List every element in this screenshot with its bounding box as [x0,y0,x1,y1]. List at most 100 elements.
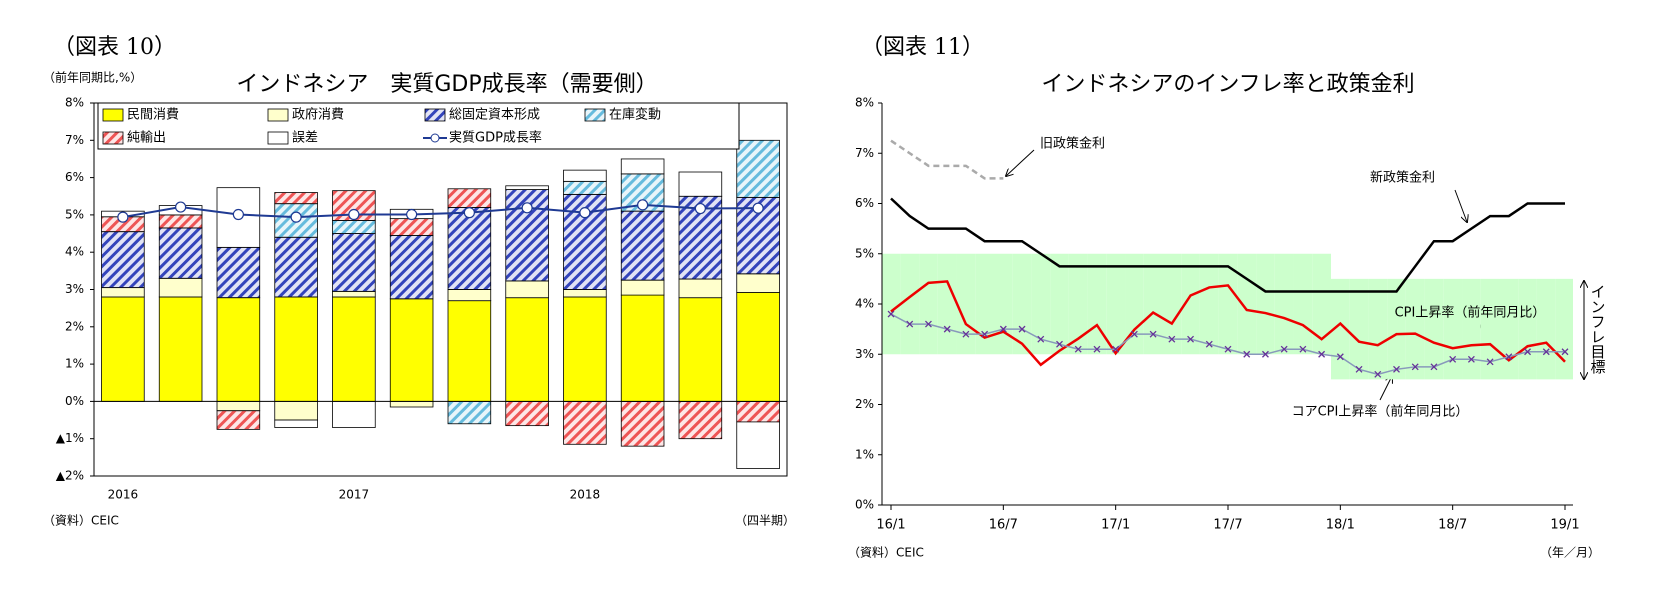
target-band [1480,278,1500,380]
y-tick-label: 3% [855,347,874,361]
bar-segment [736,292,780,402]
x-tick-label: 18/7 [1438,518,1467,533]
bar-segment [678,278,723,299]
bar-segment [505,297,549,402]
legend-swatch [267,131,289,145]
y-tick-label: 2% [855,397,874,411]
plot-area [93,102,788,477]
bar-segment [389,400,434,408]
bar-segment [332,290,376,298]
bar-segment [101,287,145,298]
series-label: CPI上昇率（前年同月比） [1395,305,1546,321]
target-band [1368,278,1388,380]
bar-segment [389,235,434,300]
legend-swatch [424,108,446,122]
y-tick-label: 2% [65,319,84,333]
target-band [1087,253,1107,355]
bar-segment [447,400,492,425]
bar-segment [389,298,434,402]
bar-segment [158,277,203,298]
chart-title: インドネシア 実質GDP成長率（需要側） [236,72,657,97]
target-band [1462,278,1481,380]
series-label: コアCPI上昇率（前年同月比） [1292,404,1469,420]
bar-segment [563,169,607,182]
bar-segment [620,158,665,175]
bar-segment [678,400,723,440]
bar-segment [332,400,376,428]
legend-label: 総固定資本形成 [449,108,540,123]
line-series [117,199,764,223]
target-band [1387,278,1406,380]
legend-swatch [102,108,124,122]
y-tick-label: 5% [65,207,84,221]
target-band [882,253,901,355]
y-tick-label: 7% [65,133,84,147]
target-band [1256,253,1275,355]
target-band [1199,253,1219,355]
bar-segment [101,296,145,402]
target-band [900,253,920,355]
target-band-label: インフレ目標 [1589,284,1607,374]
bar-segment [736,421,780,469]
bar-segment [332,220,376,234]
legend-swatch [584,108,606,122]
bar-segment [274,296,318,402]
bar-segment [274,419,318,428]
target-band [1405,278,1425,380]
legend-label: 実質GDP成長率 [449,130,542,146]
x-tick-label: 16/1 [876,518,905,533]
bar-segment [678,171,723,197]
bar-segment [620,279,665,296]
target-band [1518,278,1537,380]
bar-segment [505,189,549,282]
annotation-arrow [1454,189,1467,222]
target-band [919,253,938,355]
y-tick-label: 0% [855,498,874,512]
bar-segment [274,400,318,421]
legend-swatch [430,133,440,143]
chart-title: インドネシアのインフレ率と政策金利 [1041,72,1414,97]
bar-segment [620,400,665,447]
series-label: 新政策金利 [1370,170,1435,186]
y-tick-label: 5% [855,246,874,260]
legend-label: 民間消費 [127,108,179,123]
target-band [1443,278,1463,380]
bar-segment [447,300,492,402]
y-tick-label: 8% [65,96,84,110]
bar-segment [736,400,780,423]
x-tick-label: 17/7 [1213,518,1242,533]
bar-segment [332,233,376,292]
bar-segment [563,289,607,298]
target-band [1536,278,1556,380]
target-band [1237,253,1257,355]
figure-label: （図表 10） [53,35,176,60]
bar-segment [216,410,261,430]
bar-segment [505,185,549,190]
x-tick-label: 16/7 [989,518,1018,533]
bar-segment [678,297,723,402]
bar-segment [274,236,318,298]
y-tick-label: 1% [65,357,84,371]
target-band [956,253,976,355]
line-series [890,139,1004,180]
bar-segment [620,210,665,281]
bar-segment [158,227,203,279]
target-band [993,253,1013,355]
x-tick-label: 2018 [570,488,601,502]
legend-label: 在庫変動 [609,107,661,123]
y-tick-label: 0% [65,394,84,408]
target-band [1293,253,1313,355]
series-label: 旧政策金利 [1040,136,1105,152]
target-band [1050,253,1069,355]
figure-label: （図表 11） [861,35,984,60]
y-tick-label: 1% [855,447,874,461]
bar-segment [158,214,203,229]
bar-segment [563,193,607,290]
y-tick-label: 7% [855,146,874,160]
target-band [937,253,957,355]
bar-segment [620,294,665,402]
line-series [887,310,1569,378]
bar-segment [736,273,780,293]
bar-segment [505,280,549,299]
